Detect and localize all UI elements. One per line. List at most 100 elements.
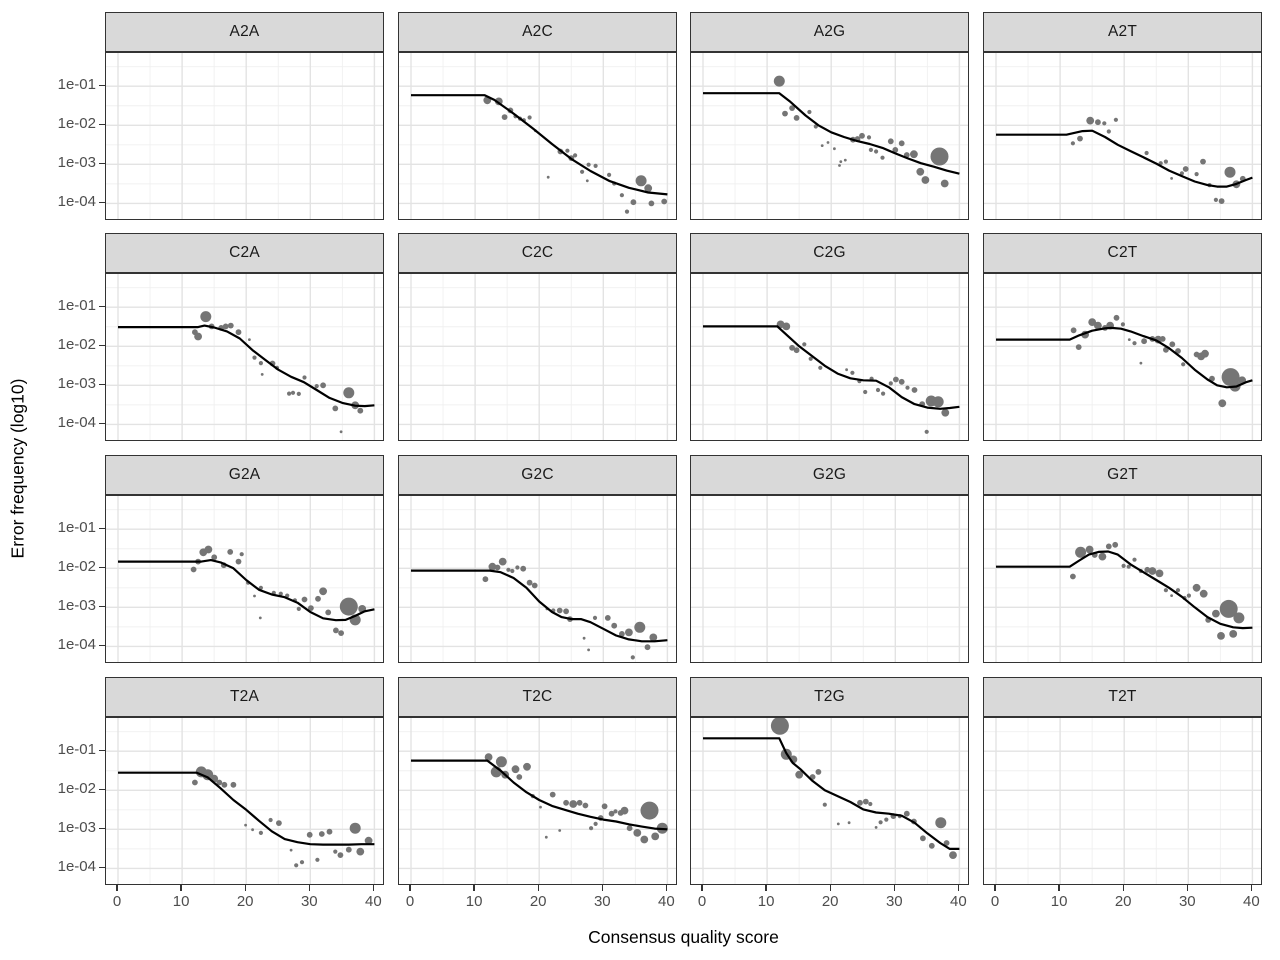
x-tick-mark (372, 885, 375, 891)
x-tick-label: 30 (300, 893, 318, 910)
y-tick-label: 1e-04 (57, 414, 96, 432)
x-tick-mark (1186, 885, 1188, 891)
x-tick-label: 10 (172, 893, 190, 910)
y-tick-label: 1e-01 (57, 297, 96, 315)
fitted-error-line (411, 94, 668, 196)
x-tick-mark (893, 885, 895, 891)
y-tick-mark (99, 605, 105, 607)
x-tick-label: 20 (236, 893, 254, 910)
observed-error-points (482, 557, 658, 660)
x-tick-label: 30 (593, 893, 611, 910)
facet-plot-C2A (106, 274, 383, 440)
gridlines (984, 274, 1261, 440)
x-tick-label: 10 (1050, 893, 1068, 910)
y-tick-mark (99, 305, 105, 307)
facet-plot-T2T (984, 718, 1261, 884)
x-tick-label: 10 (465, 893, 483, 910)
x-tick-mark (473, 885, 475, 891)
observed-error-points (770, 718, 957, 859)
y-tick-mark (99, 383, 105, 385)
y-tick-label: 1e-01 (57, 76, 96, 94)
y-tick-label: 1e-03 (57, 375, 96, 393)
facet-panel-T2A (105, 717, 384, 885)
facet-strip-label: A2C (522, 23, 553, 40)
fitted-error-line (703, 92, 960, 175)
y-tick-mark (99, 788, 105, 790)
facet-plot-G2A (106, 496, 383, 662)
facet-strip-T2T: T2T (983, 677, 1262, 717)
x-tick-mark (994, 885, 996, 891)
facet-plot-A2G (691, 53, 968, 219)
y-tick-mark (99, 644, 105, 647)
y-tick-label: 1e-03 (57, 597, 96, 615)
facet-strip-label: A2A (229, 23, 260, 40)
facet-strip-C2G: C2G (690, 233, 969, 273)
facet-strip-A2C: A2C (398, 12, 677, 52)
gridlines (691, 718, 968, 884)
facet-strip-label: C2G (813, 244, 846, 261)
x-tick-mark (765, 885, 767, 891)
facet-plot-G2G (691, 496, 968, 662)
fitted-error-line (996, 129, 1253, 188)
x-tick-mark (957, 885, 960, 891)
facet-panel-T2T (983, 717, 1262, 885)
facet-plot-A2C (399, 53, 676, 219)
facet-strip-label: C2T (1107, 244, 1138, 261)
facet-plot-A2T (984, 53, 1261, 219)
facet-strip-label: G2A (228, 466, 261, 483)
y-tick-mark (99, 344, 105, 346)
facet-plot-C2G (691, 274, 968, 440)
x-axis-title: Consensus quality score (588, 927, 779, 947)
x-tick-label: 20 (821, 893, 839, 910)
facet-strip-T2C: T2C (398, 677, 677, 717)
fitted-error-line (703, 737, 960, 850)
fitted-error-line (118, 559, 375, 622)
y-tick-label: 1e-04 (57, 636, 96, 654)
gridlines (984, 53, 1261, 219)
x-tick-label: 40 (1243, 893, 1260, 910)
x-tick-label: 0 (697, 893, 707, 910)
x-tick-label: 40 (950, 893, 967, 910)
facet-plot-G2T (984, 496, 1261, 662)
facet-panel-G2C (398, 495, 677, 663)
x-tick-mark (1250, 885, 1253, 891)
facet-strip-label: G2C (521, 466, 554, 483)
x-tick-mark (601, 885, 603, 891)
observed-error-points (483, 96, 668, 214)
facet-strip-label: T2C (522, 688, 553, 705)
facet-strip-label: T2A (229, 688, 260, 705)
gridlines (106, 53, 383, 219)
y-tick-label: 1e-03 (57, 154, 96, 172)
facet-strip-label: A2T (1107, 23, 1138, 40)
y-tick-mark (99, 749, 105, 751)
facet-panel-A2A (105, 52, 384, 220)
x-tick-label: 0 (405, 893, 415, 910)
fitted-error-line (996, 550, 1253, 630)
facet-strip-C2C: C2C (398, 233, 677, 273)
x-tick-mark (701, 885, 703, 891)
facet-strip-T2G: T2G (690, 677, 969, 717)
y-tick-mark (99, 162, 105, 164)
x-tick-mark (409, 885, 411, 891)
observed-error-points (773, 75, 949, 188)
fitted-error-line (118, 324, 375, 408)
facet-strip-A2G: A2G (690, 12, 969, 52)
facet-plot-C2T (984, 274, 1261, 440)
y-tick-mark (99, 123, 105, 125)
facet-strip-T2A: T2A (105, 677, 384, 717)
fitted-error-line (703, 325, 960, 410)
x-tick-label: 20 (1114, 893, 1132, 910)
facet-panel-T2G (690, 717, 969, 885)
facet-plot-A2A (106, 53, 383, 219)
x-tick-mark (1122, 885, 1124, 891)
y-axis-title: Error frequency (log10) (7, 378, 28, 559)
x-tick-mark (537, 885, 539, 891)
facet-strip-label: A2G (813, 23, 846, 40)
fitted-error-line (118, 771, 375, 846)
facet-panel-A2T (983, 52, 1262, 220)
facet-plot-G2C (399, 496, 676, 662)
y-tick-mark (99, 201, 105, 204)
y-tick-label: 1e-03 (57, 819, 96, 837)
observed-error-points (192, 766, 373, 868)
